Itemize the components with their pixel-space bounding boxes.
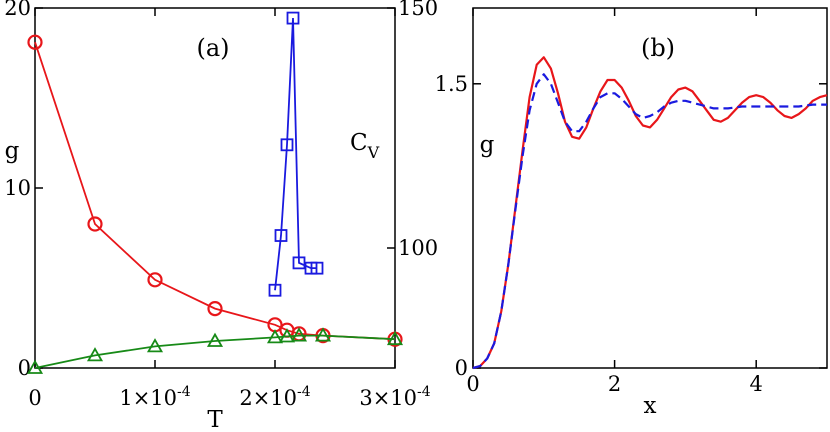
data-point-triangle — [146, 338, 164, 353]
data-point-square — [292, 256, 306, 270]
data-point-triangle — [278, 328, 296, 343]
panel-b-label: (b) — [641, 34, 675, 62]
panel-a-xtick-label: 1×10-4 — [119, 384, 190, 410]
panel-a-xtick-label: 0 — [28, 386, 41, 410]
panel-a-label: (a) — [196, 34, 229, 62]
panel-b-frame — [472, 7, 828, 369]
data-point-triangle — [266, 329, 284, 344]
panel-a-xtick-label: 3×10-4 — [359, 384, 430, 410]
panel-a-xtick-label: 2×10-4 — [239, 384, 310, 410]
panel-a-ylabel-right-sub: V — [367, 143, 380, 162]
data-point-triangle — [206, 332, 224, 347]
panel-b-xtick-label: 2 — [608, 372, 621, 396]
data-point-square — [268, 283, 282, 297]
data-point-triangle — [314, 327, 332, 342]
panel-a-xtick-mantissa: 2×10 — [239, 386, 297, 410]
data-point-square — [274, 229, 288, 242]
panel-b-ylabel: g — [480, 132, 495, 158]
panel-a-ytick-left-label: 0 — [18, 356, 31, 380]
data-point-triangle — [26, 359, 44, 374]
panel-b-ytick-label: 0 — [455, 356, 468, 380]
data-point-circle — [27, 34, 43, 50]
panel-a-xtick-exponent: -4 — [177, 384, 191, 400]
panel-a-xtick-exponent: -4 — [297, 384, 311, 400]
panel-a-ytick-right-label: 150 — [398, 0, 438, 20]
panel-a-ylabel-right-main: C — [350, 130, 368, 156]
panel-b-series — [472, 56, 828, 370]
panel-b-xtick-label: 0 — [466, 372, 479, 396]
panel-b: 0 2 4 0 1.5 (b) x g — [435, 7, 828, 419]
panel-a-xtick-mantissa: 1×10 — [119, 386, 177, 410]
series-line-square — [274, 18, 317, 291]
data-point-triangle — [86, 347, 104, 362]
panel-b-ticks: 0 2 4 0 1.5 — [435, 8, 827, 396]
data-point-circle — [207, 301, 223, 317]
panel-a-ytick-right-label: 100 — [398, 236, 438, 260]
panel-a-frame — [34, 7, 396, 369]
panel-a-ylabel-right: CV — [350, 130, 380, 162]
data-point-circle — [147, 272, 163, 288]
series-line-circle — [34, 41, 396, 341]
series-line-dashed — [472, 73, 827, 370]
data-point-square — [286, 11, 300, 25]
data-point-square — [280, 138, 294, 152]
panel-a-ytick-left-label: 20 — [4, 0, 31, 20]
panel-b-xlabel: x — [644, 393, 657, 419]
panel-a-xtick-mantissa: 3×10 — [359, 386, 417, 410]
panel-a-ytick-left-label: 10 — [4, 176, 31, 200]
data-point-circle — [87, 216, 103, 232]
series-line-solid — [472, 56, 828, 370]
panel-a-xtick-exponent: -4 — [417, 384, 431, 400]
panel-a-series — [26, 11, 404, 374]
panel-b-ytick-label: 1.5 — [435, 72, 468, 96]
data-point-triangle — [290, 327, 308, 342]
panel-b-xtick-label: 4 — [750, 372, 763, 396]
data-point-square — [310, 261, 324, 275]
panel-a-ylabel-left: g — [5, 138, 20, 164]
series-line-triangle — [34, 334, 396, 369]
panel-a-xtick-mantissa: 0 — [28, 386, 41, 410]
panel-a-xlabel: T — [207, 407, 223, 432]
data-point-triangle — [386, 330, 404, 346]
